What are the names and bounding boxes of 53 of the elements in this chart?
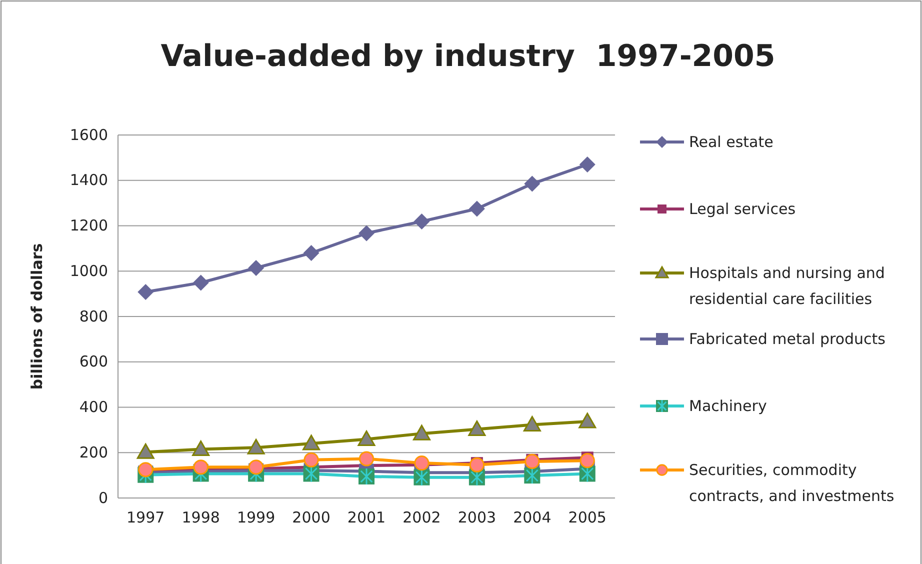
legend-label: Legal services	[689, 200, 796, 218]
legend-label: Machinery	[689, 397, 767, 415]
y-tick-label: 600	[79, 352, 108, 371]
point	[468, 420, 486, 436]
legend-label: Fabricated metal products	[689, 330, 886, 348]
point	[248, 260, 264, 276]
x-tick-label: 2003	[458, 508, 496, 527]
point	[468, 200, 485, 217]
point	[136, 443, 154, 459]
y-tick-label: 0	[98, 488, 108, 507]
legend-label: Securities, commodity contracts, and investments	[689, 461, 894, 505]
point	[193, 460, 208, 475]
point	[138, 284, 154, 300]
x-tick-label: 1998	[182, 508, 220, 527]
point	[524, 454, 540, 470]
point	[248, 460, 264, 475]
point	[304, 452, 319, 468]
legend-label: Hospitals and nursing and residential care facilities	[689, 264, 885, 308]
point	[247, 438, 265, 454]
point	[524, 176, 540, 192]
chart-title: Value-added by industry 1997-2005	[160, 39, 776, 74]
point	[579, 156, 596, 172]
point	[578, 412, 596, 428]
x-tick-label: 2001	[347, 508, 386, 527]
point	[358, 451, 374, 466]
y-tick-label: 800	[79, 307, 108, 326]
y-tick-label: 1200	[70, 216, 108, 235]
x-tick-label: 2004	[513, 508, 552, 527]
point	[138, 462, 154, 478]
legend-label: Real estate	[689, 133, 774, 151]
point	[469, 457, 484, 472]
x-tick-label: 2000	[292, 508, 330, 527]
x-tick-label: 2002	[402, 508, 441, 527]
point	[580, 453, 595, 468]
y-tick-label: 1000	[70, 262, 108, 280]
x-tick-label: 1997	[126, 508, 165, 527]
point	[414, 213, 430, 230]
x-tick-label: 1999	[236, 508, 276, 527]
point	[302, 434, 320, 450]
point	[414, 456, 430, 471]
x-tick-label: 2005	[568, 508, 606, 527]
y-tick-label: 1400	[70, 171, 108, 190]
y-tick-label: 1600	[70, 126, 108, 144]
point	[192, 274, 209, 291]
y-tick-label: 200	[79, 443, 108, 462]
point	[192, 440, 210, 456]
point	[412, 424, 430, 440]
y-tick-label: 400	[79, 398, 108, 416]
point	[303, 244, 320, 261]
point	[523, 416, 541, 432]
y-axis-title: billions of dollars	[28, 243, 46, 390]
point	[358, 430, 376, 446]
point	[358, 225, 374, 242]
